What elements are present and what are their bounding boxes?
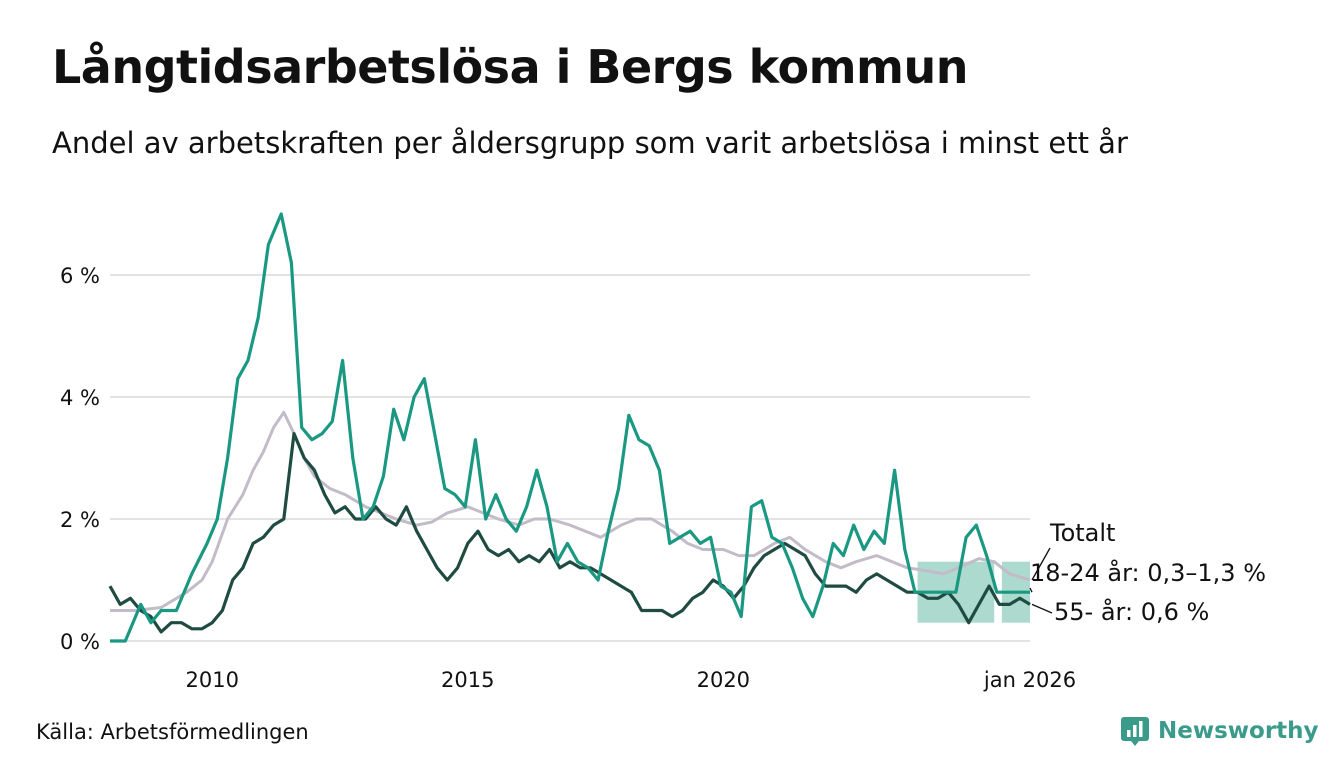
chart-title: Långtidsarbetslösa i Bergs kommun (52, 40, 969, 94)
series-line-totalt (110, 410, 1031, 612)
label-leader-line (1029, 587, 1033, 593)
newsworthy-logo-icon (1121, 717, 1149, 746)
newsworthy-logo: Newsworthy (1120, 714, 1319, 748)
chart-subtitle: Andel av arbetskraften per åldersgrupp s… (52, 126, 1128, 160)
x-tick-label: 2010 (185, 668, 238, 692)
label-leader-line (1031, 547, 1051, 581)
series-end-label: Totalt (1049, 519, 1115, 547)
y-tick-label: 6 % (60, 264, 100, 288)
y-tick-label: 4 % (60, 386, 100, 410)
x-tick-label: jan 2026 (983, 668, 1076, 692)
series-end-label: 55- år: 0,6 % (1054, 597, 1209, 626)
x-tick-label: 2015 (441, 668, 494, 692)
series-line-55plus (108, 432, 1031, 634)
source-note: Källa: Arbetsförmedlingen (36, 720, 309, 744)
y-tick-label: 0 % (60, 630, 100, 654)
label-leader-line (1031, 603, 1053, 614)
series-line-18-24 (110, 212, 1030, 643)
newsworthy-logo-text: Newsworthy (1158, 718, 1319, 744)
x-tick-label: 2020 (697, 668, 750, 692)
series-end-label: 18-24 år: 0,3–1,3 % (1030, 558, 1266, 587)
y-tick-label: 2 % (60, 508, 100, 532)
